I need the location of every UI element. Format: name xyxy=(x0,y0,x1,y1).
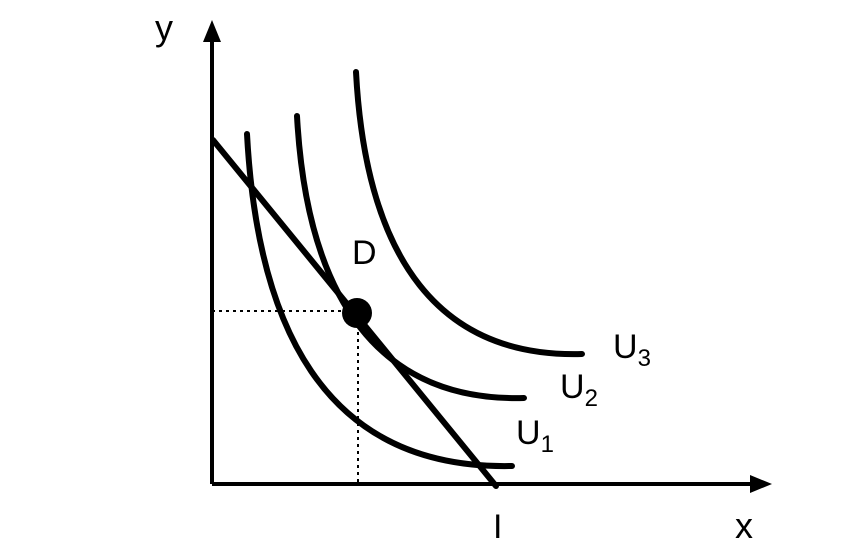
x-axis-arrowhead xyxy=(750,475,772,493)
budget-intercept-label: I xyxy=(493,508,502,542)
x-axis-label: x xyxy=(735,505,753,542)
u2-letter: U xyxy=(560,368,585,406)
y-axis-label: y xyxy=(155,7,173,48)
indifference-curves xyxy=(244,69,585,470)
u1-letter: U xyxy=(516,414,541,452)
u3-label: U3 xyxy=(613,328,651,372)
indifference-curve-u3 xyxy=(353,69,585,358)
y-axis-arrowhead xyxy=(203,20,221,42)
u1-subscript: 1 xyxy=(541,431,554,458)
u3-subscript: 3 xyxy=(638,345,651,372)
u2-subscript: 2 xyxy=(585,385,598,412)
u2-label: U2 xyxy=(560,368,598,412)
u3-letter: U xyxy=(613,328,638,366)
tangency-point xyxy=(342,298,372,328)
axes xyxy=(210,38,758,486)
guide-lines xyxy=(212,310,359,482)
u1-label: U1 xyxy=(516,414,554,458)
indifference-curve-u1 xyxy=(244,131,515,470)
point-d-label: D xyxy=(352,234,377,272)
indifference-curve-u2 xyxy=(294,113,527,402)
